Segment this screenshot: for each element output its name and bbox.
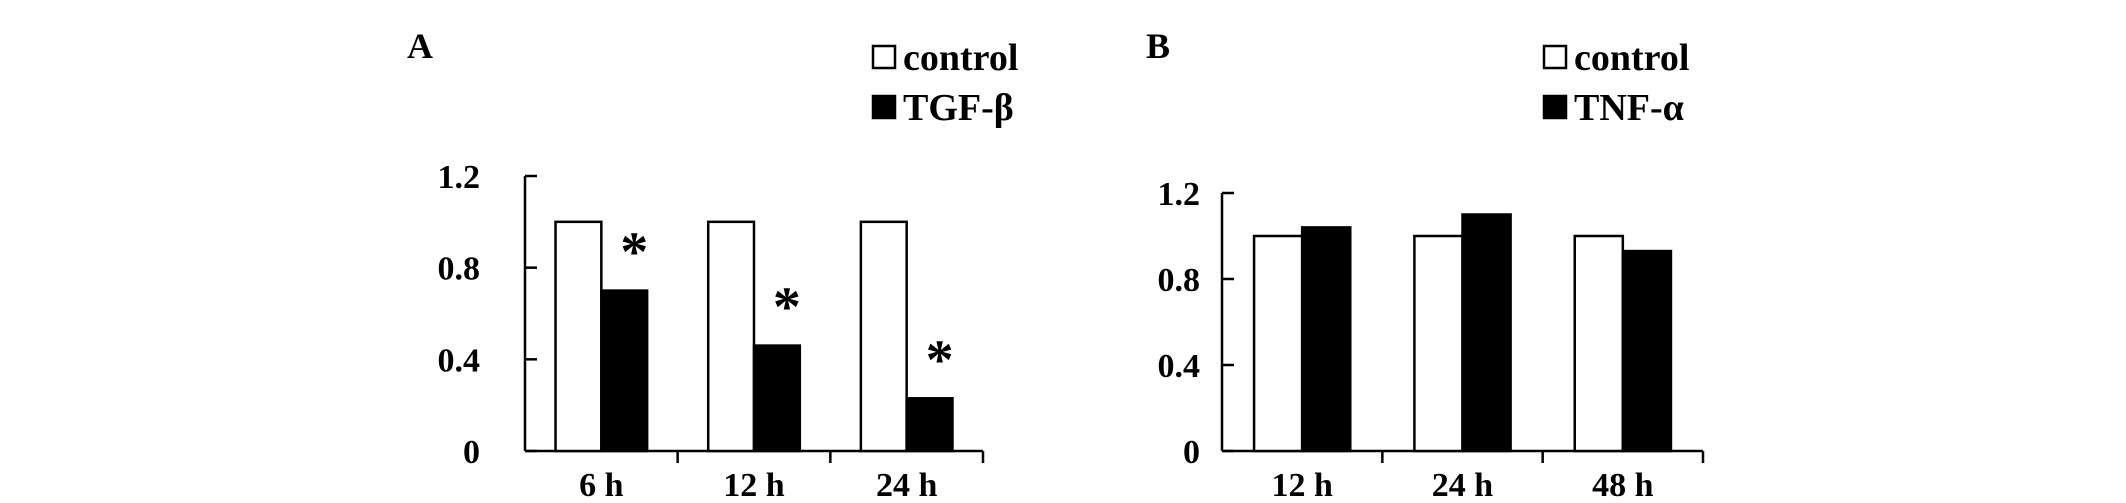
y-tick-label: 0.8 [438, 251, 481, 288]
x-category-label: 24 h [876, 467, 938, 503]
y-tick-label: 0.4 [438, 342, 481, 379]
y-tick-label: 0 [1183, 434, 1200, 471]
panel-label: A [407, 26, 433, 66]
bar-treatment [905, 397, 954, 453]
bar-treatment [1621, 249, 1673, 453]
y-tick-label: 0 [463, 434, 480, 471]
panel-label: B [1146, 26, 1170, 66]
bar-treatment [1300, 226, 1352, 453]
legend-swatch [871, 44, 897, 70]
chart-panel-a: A 0 0.4 0.8 1.2 6 h * 12 h * 24 h * control TGF-β [407, 26, 1018, 503]
y-tick-label: 1.2 [438, 159, 481, 196]
y-tick-label: 0.4 [1158, 348, 1201, 385]
bar-control [1252, 234, 1304, 453]
bar-treatment [1461, 213, 1512, 453]
x-category-label: 48 h [1592, 467, 1654, 503]
y-tick-label: 0.8 [1158, 262, 1201, 299]
bar-control [706, 220, 756, 453]
legend-label: TGF-β [903, 87, 1014, 129]
legend-label: control [903, 37, 1018, 79]
legend-label: TNF-α [1574, 87, 1684, 129]
bar-control [1413, 234, 1464, 453]
bar-treatment [752, 344, 802, 453]
significance-marker: * [926, 329, 954, 391]
legend-swatch [1542, 94, 1568, 120]
bar-control [859, 220, 908, 453]
significance-marker: * [773, 277, 801, 339]
bar-control [1573, 234, 1625, 453]
y-tick-label: 1.2 [1158, 176, 1201, 213]
x-category-label: 24 h [1432, 467, 1494, 503]
legend-label: control [1574, 37, 1689, 79]
significance-marker: * [620, 222, 648, 284]
bar-control [554, 220, 603, 453]
chart-panel-b: B 0 0.4 0.8 1.2 12 h 24 h 48 h control TNF-α [1146, 26, 1705, 503]
x-category-label: 12 h [1271, 467, 1333, 503]
legend-swatch [1542, 44, 1568, 70]
x-category-label: 6 h [579, 467, 624, 503]
legend-swatch [871, 94, 897, 120]
bar-treatment [600, 289, 649, 453]
x-category-label: 12 h [723, 467, 785, 503]
